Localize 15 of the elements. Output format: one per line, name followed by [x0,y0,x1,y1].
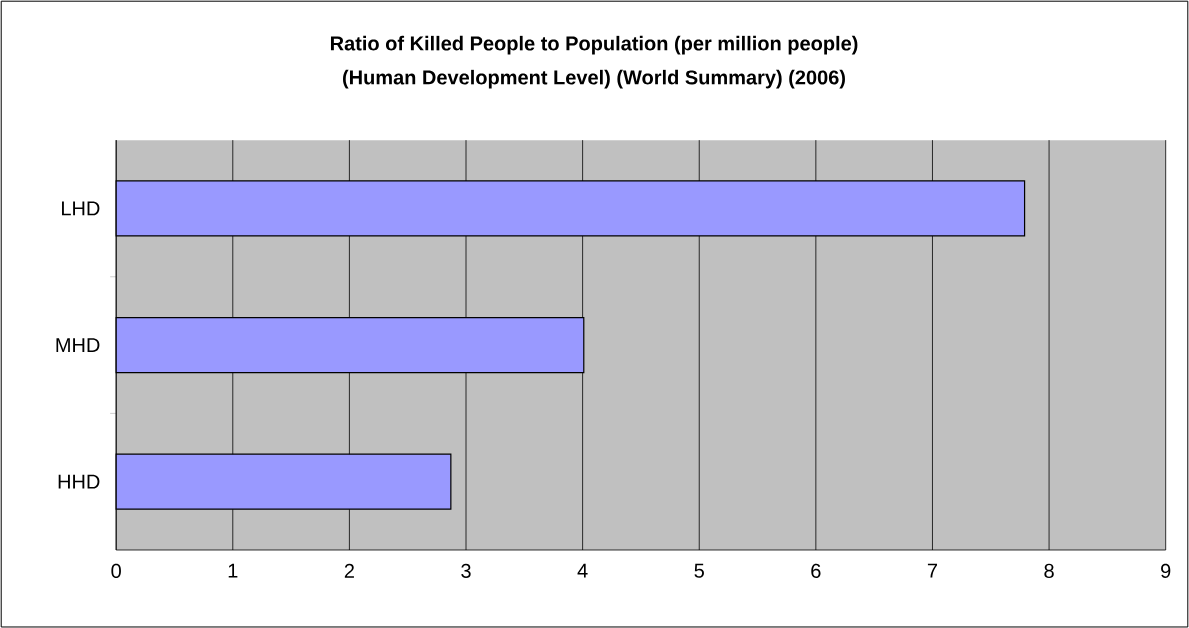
y-tick-label: HHD [58,474,100,489]
x-tick-label: 9 [1161,563,1171,578]
chart-title: Ratio of Killed People to Population (per million people) [330,35,858,55]
chart-subtitle: (Human Development Level) (World Summary) (2006) [343,69,845,89]
x-tick-label: 8 [1044,563,1054,578]
y-tick-label: LHD [62,201,100,216]
x-tick-label: 3 [461,563,471,578]
x-tick-label: 2 [344,563,354,578]
x-tick-label: 4 [577,563,588,578]
x-tick-label: 6 [811,563,821,578]
x-tick-label: 1 [228,563,238,578]
y-tick-label: MHD [56,338,100,352]
x-tick-label: 5 [694,563,704,578]
x-tick-label: 7 [927,563,938,578]
x-tick-label: 0 [111,563,121,578]
